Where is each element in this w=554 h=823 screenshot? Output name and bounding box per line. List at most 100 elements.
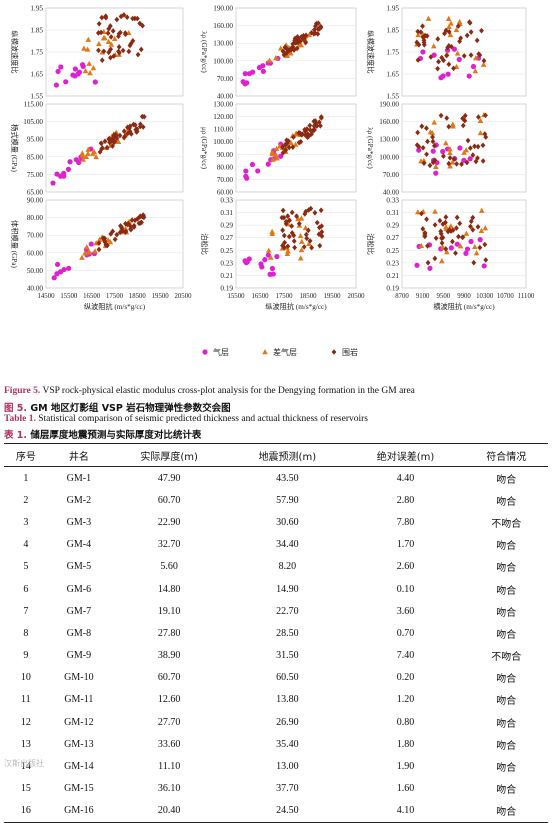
table-cell: 11.10 bbox=[158, 761, 181, 773]
data-point bbox=[440, 148, 446, 155]
table-cell: 34.40 bbox=[276, 539, 299, 551]
data-point bbox=[464, 32, 470, 39]
data-point bbox=[445, 71, 451, 77]
data-point bbox=[468, 238, 474, 245]
data-point bbox=[306, 240, 312, 246]
data-point bbox=[308, 205, 314, 212]
data-point bbox=[84, 244, 90, 250]
table-cell: 13.00 bbox=[276, 761, 299, 773]
x-tick-label: 11100 bbox=[518, 293, 535, 300]
data-point bbox=[435, 65, 441, 72]
table-cell: 1.20 bbox=[396, 694, 415, 706]
data-point bbox=[478, 227, 485, 234]
y-tick-label: 80.00 bbox=[217, 163, 234, 171]
y-axis-label: λρ (GPa*g/cc) bbox=[200, 31, 208, 73]
y-tick-label: 1.85 bbox=[30, 27, 43, 35]
x-tick-label: 16500 bbox=[252, 293, 270, 300]
data-point bbox=[55, 68, 61, 75]
table-row: 13 GM-13 33.60 35.40 1.80 吻合 bbox=[4, 733, 548, 755]
data-point bbox=[51, 275, 57, 281]
data-point bbox=[284, 49, 290, 56]
data-point bbox=[110, 28, 116, 34]
data-point bbox=[468, 29, 474, 35]
y-tick-label: 40.00 bbox=[217, 93, 234, 101]
data-point bbox=[116, 50, 122, 56]
table-cell: 27.70 bbox=[157, 716, 181, 728]
data-point bbox=[453, 26, 460, 33]
data-point bbox=[65, 166, 72, 172]
y-tick-label: 1.85 bbox=[386, 27, 399, 35]
data-point bbox=[131, 224, 137, 230]
data-point bbox=[427, 129, 434, 135]
table-cell: 1.60 bbox=[396, 783, 415, 795]
table-cell: 16 bbox=[4, 799, 48, 823]
data-point bbox=[464, 246, 471, 252]
data-point bbox=[467, 156, 473, 162]
data-point bbox=[475, 155, 480, 161]
data-point bbox=[124, 14, 130, 21]
data-point bbox=[121, 128, 127, 134]
data-point bbox=[111, 132, 117, 138]
data-point bbox=[291, 134, 296, 140]
data-point bbox=[134, 15, 140, 22]
table-cell: 7 bbox=[23, 605, 29, 617]
data-point bbox=[456, 56, 462, 63]
table-cell: 36.10 bbox=[157, 783, 181, 795]
data-point bbox=[419, 210, 424, 217]
data-point bbox=[114, 231, 120, 238]
data-point bbox=[310, 127, 316, 134]
table-cell: 32.70 bbox=[157, 539, 181, 551]
data-point bbox=[108, 46, 114, 53]
data-point bbox=[106, 26, 112, 32]
table-cell: GM-16 bbox=[47, 799, 111, 823]
data-point bbox=[80, 156, 86, 162]
data-point bbox=[128, 131, 134, 137]
data-point bbox=[477, 237, 483, 243]
table-row: 7 GM-7 19.10 22.70 3.60 吻合 bbox=[4, 600, 548, 622]
x-tick-label: 19500 bbox=[152, 293, 170, 300]
data-point bbox=[244, 80, 250, 86]
data-point bbox=[99, 57, 105, 64]
y-tick-label: 40.00 bbox=[27, 285, 44, 293]
data-point bbox=[474, 37, 480, 44]
data-point bbox=[290, 41, 296, 47]
data-point bbox=[439, 240, 445, 246]
data-point bbox=[463, 250, 469, 256]
data-point bbox=[108, 231, 114, 237]
data-point bbox=[273, 145, 280, 152]
table-cell: 6 bbox=[23, 583, 29, 595]
data-point bbox=[283, 141, 288, 148]
data-point bbox=[262, 257, 268, 263]
data-point bbox=[280, 207, 286, 214]
data-point bbox=[439, 235, 444, 241]
data-point bbox=[295, 215, 301, 222]
data-point bbox=[451, 156, 457, 162]
table-cell: 57.90 bbox=[276, 494, 299, 506]
data-point bbox=[480, 142, 486, 149]
legend-marker bbox=[262, 349, 268, 355]
data-point bbox=[295, 34, 300, 40]
data-point bbox=[302, 211, 308, 217]
table-cell: GM-4 bbox=[66, 539, 92, 551]
data-point bbox=[448, 223, 454, 229]
data-point bbox=[114, 135, 120, 142]
data-point bbox=[132, 15, 138, 22]
data-point bbox=[477, 52, 483, 58]
data-point bbox=[97, 149, 103, 155]
data-point bbox=[125, 220, 131, 227]
data-point bbox=[125, 130, 131, 137]
x-tick-label: 9100 bbox=[416, 293, 430, 300]
data-point bbox=[454, 225, 459, 231]
y-tick-label: 0.21 bbox=[386, 272, 399, 280]
y-tick-label: 60.00 bbox=[27, 249, 44, 257]
data-point bbox=[415, 209, 421, 215]
data-point bbox=[139, 219, 144, 226]
data-point bbox=[420, 226, 426, 232]
data-point bbox=[107, 139, 113, 146]
y-tick-label: 40.00 bbox=[383, 189, 400, 197]
header-well: 井名 bbox=[47, 443, 111, 467]
table-cell: 15 bbox=[20, 783, 31, 795]
table-cell: 22.70 bbox=[276, 605, 299, 617]
data-point bbox=[302, 126, 308, 133]
data-point bbox=[286, 233, 292, 240]
